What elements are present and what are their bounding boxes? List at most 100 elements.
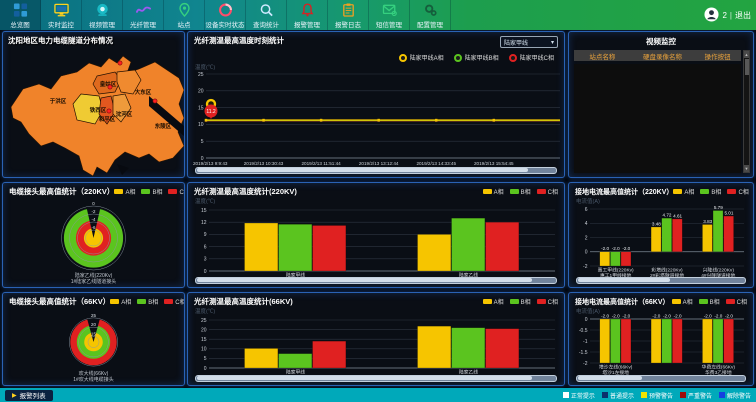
top-nav-bar: 总览图 实时监控 视频管理 光纤管理 站点 设备实时状态 查询统计 报警管理 报警日志 短信管理 配… — [0, 0, 756, 30]
legend-swatch — [114, 189, 124, 194]
nav-item-config-mgmt[interactable]: 配置管理 — [410, 0, 451, 30]
nav-item-sites[interactable]: 站点 — [164, 0, 205, 30]
horizontal-scrollbar[interactable] — [195, 167, 557, 174]
x-axis-tick: 2019/2/13 14:33:45 — [416, 161, 456, 166]
line-selector-dropdown[interactable]: 陆家甲线 ▾ — [500, 36, 558, 48]
nav-item-sms-mgmt[interactable]: 短信管理 — [369, 0, 410, 30]
svg-text:陆家甲线: 陆家甲线 — [286, 369, 305, 376]
nav-item-video-mgmt[interactable]: 视频管理 — [82, 0, 123, 30]
temp-220kv-bar-chart: 0 3 6 9 12 15 陆家甲线 陆家乙线 — [201, 208, 555, 279]
x-axis-tick: 2019/2/13 9:9:43 — [193, 161, 228, 166]
svg-text:-2.0: -2.0 — [612, 246, 620, 251]
scrollbar-thumb[interactable] — [578, 376, 642, 380]
legend-swatch — [164, 299, 174, 304]
line-legend: 陆家甲线A相 陆家甲线B相 陆家甲线C相 — [398, 53, 554, 62]
site-marker[interactable] — [152, 98, 158, 104]
legend-item[interactable]: 陆家甲线A相 — [398, 53, 444, 62]
nav-item-alarm-log[interactable]: 报警日志 — [328, 0, 369, 30]
ground-66kv-bar-chart: 0-0.5-1-1.5-2-2.0 -2.0 -2.0塔沙左线(66Kv)塔沙1左接… — [579, 313, 744, 376]
legend-item: B相 — [698, 297, 720, 306]
site-marker[interactable] — [106, 108, 112, 114]
status-swatch — [718, 392, 725, 398]
svg-text:15: 15 — [91, 331, 96, 336]
legend-dot — [453, 53, 462, 62]
panel-title: 电缆接头最高值统计（220KV） — [9, 187, 115, 196]
scrollbar-thumb[interactable] — [197, 376, 532, 380]
nav-item-realtime-monitor[interactable]: 实时监控 — [41, 0, 82, 30]
scrollbar-thumb[interactable] — [197, 278, 532, 282]
svg-text:12: 12 — [201, 220, 207, 226]
bar — [599, 251, 611, 267]
panel-fiber-temp-220kv: 光纤测温最高温度统计(220KV) A相 B相 C相 温度(℃) 0 3 6 9 12 15 陆… — [187, 182, 565, 288]
svg-text:-2.0: -2.0 — [714, 313, 722, 318]
nav-item-fiber-mgmt[interactable]: 光纤管理 — [123, 0, 164, 30]
svg-text:5: 5 — [201, 139, 204, 145]
svg-text:5.01: 5.01 — [724, 210, 733, 215]
nav-item-label: 短信管理 — [376, 22, 402, 29]
svg-text:15: 15 — [201, 337, 207, 343]
nav-item-label: 实时监控 — [48, 22, 74, 29]
phase-legend: A相 B相 C相 — [114, 187, 184, 196]
svg-text:0: 0 — [204, 269, 207, 275]
clipboard-icon — [342, 3, 354, 17]
svg-text:20: 20 — [198, 89, 204, 95]
horizontal-scrollbar[interactable] — [576, 277, 746, 284]
nav-item-label: 报警管理 — [294, 22, 320, 29]
horizontal-scrollbar[interactable] — [576, 375, 746, 382]
legend-item: C相 — [725, 297, 747, 306]
phase-legend: A相 B相 C相 — [482, 297, 558, 306]
svg-text:塔沙1左接地: 塔沙1左接地 — [602, 369, 629, 376]
scroll-down-icon[interactable]: ▼ — [744, 165, 749, 172]
user-icon[interactable] — [704, 6, 719, 24]
bar — [312, 225, 347, 272]
svg-text:4.61: 4.61 — [673, 213, 682, 218]
scroll-up-icon[interactable]: ▲ — [744, 51, 749, 58]
alarm-list-button[interactable]: ▶ 报警列表 — [5, 389, 53, 401]
video-table-header: 站点名称 硬盘录像名称 操作按钮 — [574, 50, 741, 61]
bar — [312, 340, 347, 369]
panel-fiber-time-stats: 光纤测温最高温度时刻统计 陆家甲线 ▾ 陆家甲线A相 陆家甲线B相 陆家甲线C相 温… — [187, 31, 565, 178]
legend-item: C相 — [727, 187, 749, 196]
panel-title: 光纤测温最高温度时刻统计 — [194, 36, 284, 45]
status-legend-item: 解除警告 — [718, 391, 751, 400]
bar — [672, 218, 683, 252]
svg-text:6: 6 — [204, 244, 207, 250]
legend-item: B相 — [700, 187, 721, 196]
bar — [485, 221, 520, 272]
nav-item-alarm-mgmt[interactable]: 报警管理 — [287, 0, 328, 30]
svg-text:0: 0 — [585, 317, 588, 323]
vertical-scrollbar[interactable]: ▲ ▼ — [743, 50, 750, 173]
legend-item[interactable]: 陆家甲线B相 — [453, 53, 499, 62]
legend-swatch — [141, 189, 151, 194]
legend-item[interactable]: 陆家甲线C相 — [508, 53, 554, 62]
district-label: 铁西区 — [90, 106, 107, 114]
scrollbar-thumb[interactable] — [744, 59, 749, 75]
panel-ground-current-220kv: 接地电流最高值统计（220KV） A相 B相 C相 电流值(A) -2 0 2 4 6 -2.… — [568, 182, 754, 288]
nav-item-query-stats[interactable]: 查询统计 — [246, 0, 287, 30]
legend-swatch — [536, 189, 546, 194]
status-swatch — [562, 392, 569, 398]
legend-swatch — [137, 299, 147, 304]
site-marker[interactable] — [117, 60, 123, 66]
legend-item: A相 — [114, 187, 135, 196]
site-marker[interactable] — [107, 84, 113, 90]
x-axis-tick: 2019/2/13 15:54:45 — [474, 161, 514, 166]
bar — [620, 251, 632, 267]
scrollbar-thumb[interactable] — [578, 278, 671, 282]
scrollbar-thumb[interactable] — [197, 168, 529, 172]
nav-item-device-status[interactable]: 设备实时状态 — [205, 0, 246, 30]
bar — [650, 318, 662, 364]
horizontal-scrollbar[interactable] — [195, 277, 557, 284]
horizontal-scrollbar[interactable] — [195, 375, 557, 382]
svg-text:-2.0: -2.0 — [704, 313, 712, 318]
polar-caption: 欢大线(66Kv) 1#欢大线电缆接头 — [73, 371, 114, 383]
svg-text:0: 0 — [585, 250, 588, 256]
legend-swatch — [482, 189, 492, 194]
district-label: 皇姑区 — [100, 80, 117, 88]
legend-swatch — [509, 189, 519, 194]
fiber-time-line-chart: 0 5 10 15 20 25 2019/2/13 9:9:43 2019/2/13 10:3… — [193, 72, 560, 166]
nav-item-overview[interactable]: 总览图 — [0, 0, 41, 30]
logout-link[interactable]: 退出 — [735, 10, 751, 20]
status-legend-item: 严重警告 — [679, 391, 712, 400]
